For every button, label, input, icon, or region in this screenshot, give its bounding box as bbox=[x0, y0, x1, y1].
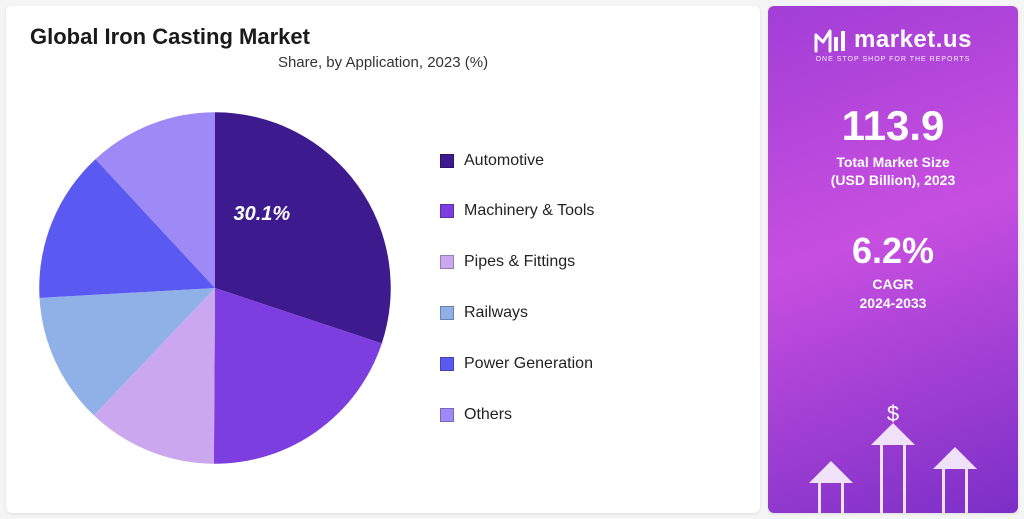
stat-label: CAGR 2024-2033 bbox=[852, 275, 934, 311]
legend-item: Pipes & Fittings bbox=[440, 252, 736, 273]
legend-swatch bbox=[440, 154, 454, 168]
brand-logo-icon bbox=[814, 27, 848, 53]
legend-swatch bbox=[440, 255, 454, 269]
legend-item: Others bbox=[440, 405, 736, 426]
chart-panel: Global Iron Casting Market Share, by App… bbox=[6, 6, 760, 513]
legend: Automotive Machinery & Tools Pipes & Fitti… bbox=[400, 151, 736, 426]
stat-label-line2: (USD Billion), 2023 bbox=[831, 172, 955, 188]
stat-label: Total Market Size (USD Billion), 2023 bbox=[831, 153, 955, 189]
chart-subtitle: Share, by Application, 2023 (%) bbox=[30, 54, 736, 71]
legend-swatch bbox=[440, 357, 454, 371]
legend-swatch bbox=[440, 204, 454, 218]
legend-item: Railways bbox=[440, 303, 736, 324]
legend-label: Power Generation bbox=[464, 354, 593, 375]
stats-panel: market.us ONE STOP SHOP FOR THE REPORTS … bbox=[768, 6, 1018, 513]
pie-highlight-label: 30.1% bbox=[234, 203, 291, 226]
legend-label: Railways bbox=[464, 303, 528, 324]
stat-cagr: 6.2% CAGR 2024-2033 bbox=[852, 233, 934, 311]
legend-label: Automotive bbox=[464, 151, 544, 172]
arrow-up-icon bbox=[871, 423, 915, 513]
arrow-up-icon bbox=[933, 447, 977, 513]
legend-label: Pipes & Fittings bbox=[464, 252, 575, 273]
legend-item: Machinery & Tools bbox=[440, 201, 736, 222]
arrows-decoration bbox=[768, 423, 1018, 513]
stat-label-line1: CAGR bbox=[872, 276, 913, 292]
brand-row: market.us bbox=[814, 26, 972, 54]
brand-name: market.us bbox=[854, 26, 972, 54]
chart-body: 30.1% Automotive Machinery & Tools Pipes &… bbox=[30, 81, 736, 495]
legend-item: Power Generation bbox=[440, 354, 736, 375]
legend-item: Automotive bbox=[440, 151, 736, 172]
legend-swatch bbox=[440, 306, 454, 320]
stat-label-line1: Total Market Size bbox=[836, 154, 949, 170]
stat-value: 6.2% bbox=[852, 233, 934, 269]
stat-value: 113.9 bbox=[831, 105, 955, 147]
legend-swatch bbox=[440, 408, 454, 422]
pie-chart: 30.1% bbox=[30, 103, 400, 473]
arrow-up-icon bbox=[809, 461, 853, 513]
chart-title: Global Iron Casting Market bbox=[30, 24, 736, 50]
legend-label: Others bbox=[464, 405, 512, 426]
legend-label: Machinery & Tools bbox=[464, 201, 594, 222]
stat-label-line2: 2024-2033 bbox=[860, 295, 927, 311]
brand-tagline: ONE STOP SHOP FOR THE REPORTS bbox=[816, 56, 971, 63]
stat-market-size: 113.9 Total Market Size (USD Billion), 2… bbox=[831, 105, 955, 189]
